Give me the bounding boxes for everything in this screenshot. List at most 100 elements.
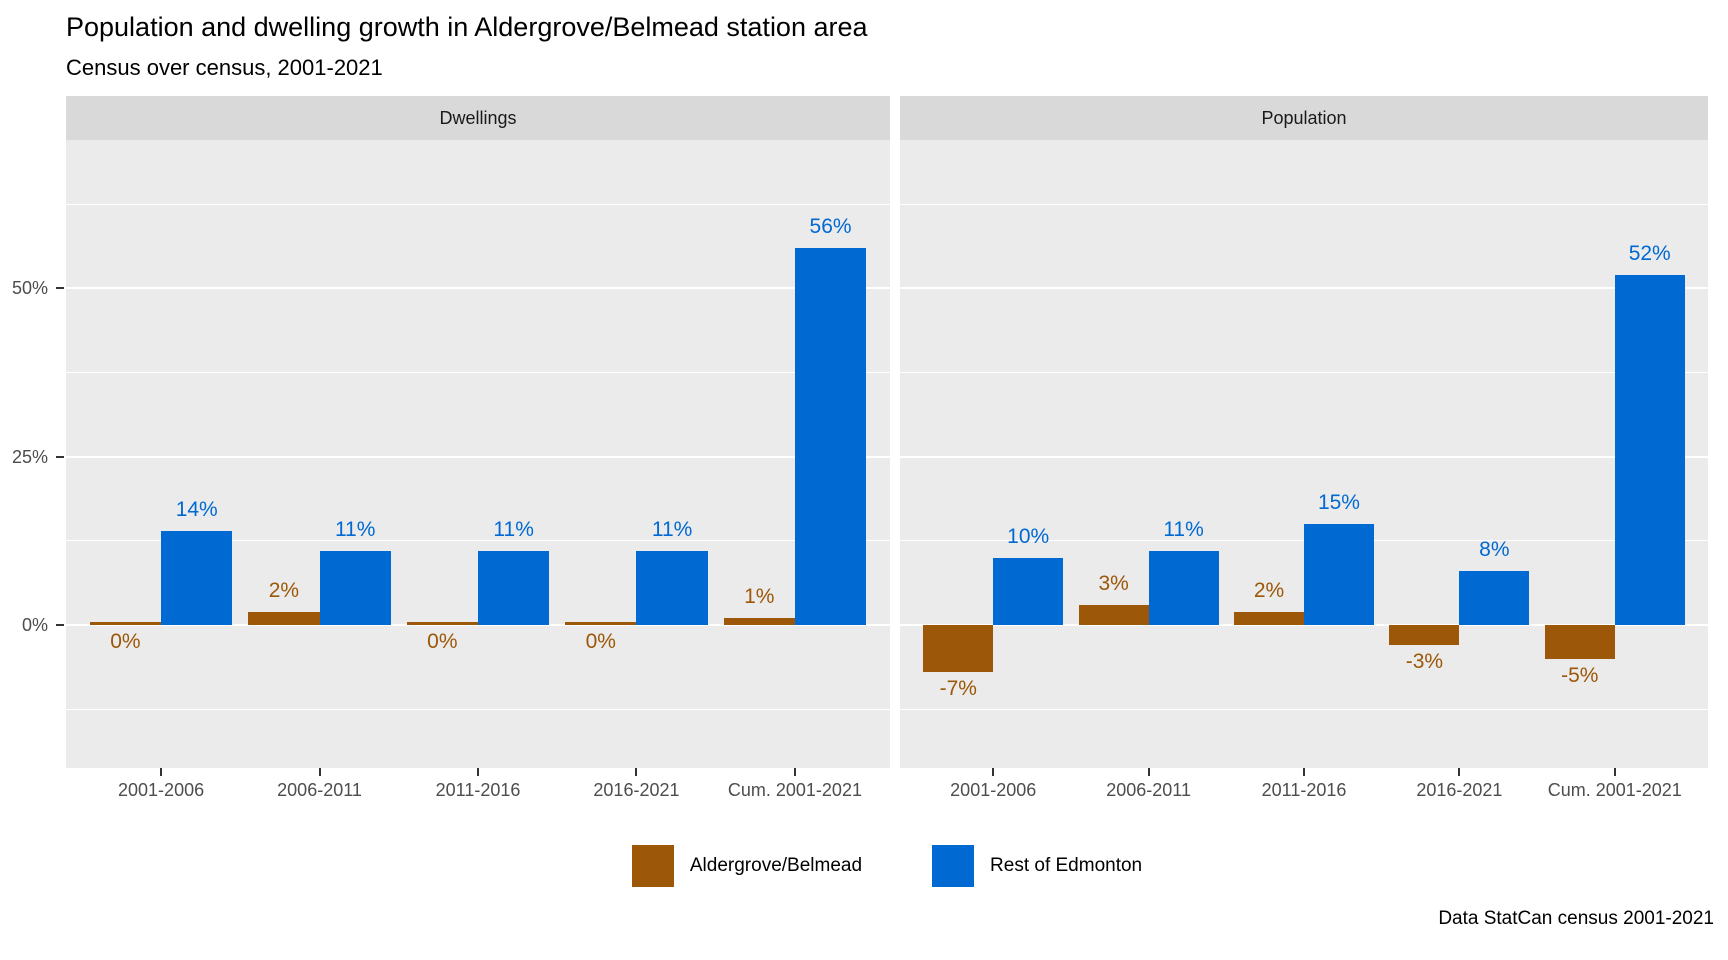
bar-value-label: -7% xyxy=(939,677,977,701)
x-tick-mark xyxy=(635,768,638,776)
y-tick-mark xyxy=(56,455,64,458)
legend-item-edmonton: Rest of Edmonton xyxy=(932,845,1142,887)
bar-rest-of-edmonton xyxy=(161,530,233,626)
x-tick-mark xyxy=(1613,768,1616,776)
bar-value-label: 8% xyxy=(1479,538,1510,562)
gridline-major xyxy=(900,624,1708,627)
x-ticks-dwellings xyxy=(66,768,890,776)
x-tick-label: 2016-2021 xyxy=(593,780,680,800)
gridline-minor xyxy=(66,708,890,710)
bar-value-label: 1% xyxy=(744,585,775,609)
panel-dwellings: 0% 2% 0% 0% 1% 14% 11% 11% 11% 56% xyxy=(66,140,890,768)
x-tick-mark xyxy=(477,768,479,776)
x-tick-label: 2006-2011 xyxy=(1106,780,1191,800)
bar-rest-of-edmonton xyxy=(319,551,391,626)
bar-value-label: 11% xyxy=(1163,518,1204,542)
bar-value-label: 15% xyxy=(1317,491,1360,515)
x-tick-mark xyxy=(1303,768,1305,776)
x-tick-label: 2001-2006 xyxy=(118,780,205,800)
bar-value-label: 0% xyxy=(585,630,616,654)
panel-population: -7% 3% 2% -3% -5% 10% 11% 15% 8% 52% xyxy=(900,140,1708,768)
bar-rest-of-edmonton xyxy=(1304,524,1374,626)
gridline-minor xyxy=(66,203,890,205)
x-tick-mark xyxy=(992,768,995,776)
bar-aldergrove xyxy=(565,622,637,626)
gridline-minor xyxy=(900,203,1708,205)
gridline-minor xyxy=(66,540,890,542)
y-tick-label: 0% xyxy=(21,615,48,636)
bar-value-label: 11% xyxy=(334,518,376,542)
chart-title: Population and dwelling growth in Alderg… xyxy=(66,12,868,42)
y-tick-mark xyxy=(56,287,64,290)
y-tick-label: 25% xyxy=(11,446,48,467)
bar-rest-of-edmonton xyxy=(794,247,867,626)
gridline-minor xyxy=(900,371,1708,373)
bar-value-label: 11% xyxy=(651,518,693,542)
x-labels-dwellings: 2001-2006 2006-2011 2011-2016 2016-2021 Cum.… xyxy=(66,778,890,804)
gridline-minor xyxy=(900,708,1708,710)
legend-swatch-aldergrove-icon xyxy=(631,845,674,887)
bar-value-label: 56% xyxy=(809,214,852,238)
x-tick-label: 2016-2021 xyxy=(1416,780,1503,800)
bar-value-label: 10% xyxy=(1007,524,1050,548)
y-tick-mark xyxy=(56,624,64,627)
bar-aldergrove xyxy=(406,622,478,626)
bar-aldergrove xyxy=(89,622,162,626)
x-tick-label: 2011-2016 xyxy=(435,780,521,800)
x-tick-label: Cum. 2001-2021 xyxy=(727,780,862,800)
bar-value-label: 0% xyxy=(110,630,141,654)
bar-rest-of-edmonton xyxy=(478,551,550,626)
facet-strip-label: Dwellings xyxy=(439,107,517,128)
y-tick-label: 50% xyxy=(11,278,48,299)
bar-value-label: 52% xyxy=(1628,241,1671,265)
gridline-major xyxy=(900,455,1708,458)
legend-label: Rest of Edmonton xyxy=(990,855,1143,876)
x-tick-label: 2006-2011 xyxy=(277,780,362,800)
legend-swatch-edmonton-icon xyxy=(932,845,975,887)
facet-strip-population: Population xyxy=(900,96,1708,140)
legend-label: Aldergrove/Belmead xyxy=(689,855,863,876)
bar-value-label: 2% xyxy=(1253,578,1285,602)
chart-subtitle: Census over census, 2001-2021 xyxy=(66,55,383,80)
bar-aldergrove xyxy=(723,618,795,626)
x-tick-mark xyxy=(1147,768,1150,776)
x-labels-population: 2001-2006 2006-2011 2011-2016 2016-2021 Cum.… xyxy=(900,778,1708,804)
bar-rest-of-edmonton xyxy=(1614,274,1685,626)
bar-aldergrove xyxy=(1078,604,1149,626)
gridline-major xyxy=(900,287,1708,290)
x-tick-label: 2011-2016 xyxy=(1261,780,1347,800)
data-source-caption: Data StatCan census 2001-2021 xyxy=(1438,908,1714,929)
bar-value-label: 3% xyxy=(1098,571,1129,595)
legend-item-aldergrove: Aldergrove/Belmead xyxy=(631,845,863,887)
bar-aldergrove xyxy=(1389,625,1460,646)
x-tick-mark xyxy=(793,768,796,776)
x-tick-mark xyxy=(318,768,321,776)
bar-rest-of-edmonton xyxy=(993,557,1064,626)
bar-rest-of-edmonton xyxy=(1148,551,1219,626)
bar-aldergrove xyxy=(1544,625,1615,659)
bar-rest-of-edmonton xyxy=(1459,571,1530,626)
gridline-major xyxy=(66,455,890,458)
facet-strip-label: Population xyxy=(1261,107,1347,128)
bar-value-label: 14% xyxy=(175,497,218,521)
y-axis: 50% 25% 0% xyxy=(0,96,66,768)
gridline-minor xyxy=(66,371,890,373)
x-tick-label: Cum. 2001-2021 xyxy=(1547,780,1682,800)
bar-aldergrove xyxy=(248,611,320,626)
bar-rest-of-edmonton xyxy=(636,551,708,626)
gridline-major xyxy=(66,287,890,290)
gridline-major xyxy=(66,624,890,627)
x-tick-mark xyxy=(160,768,163,776)
x-tick-label: 2001-2006 xyxy=(950,780,1037,800)
bar-value-label: -3% xyxy=(1405,650,1444,674)
facet-strip-dwellings: Dwellings xyxy=(66,96,890,140)
legend: Aldergrove/Belmead Rest of Edmonton xyxy=(66,843,1708,889)
bar-value-label: 11% xyxy=(493,518,534,542)
x-ticks-population xyxy=(900,768,1708,776)
bar-value-label: 2% xyxy=(268,578,300,602)
x-tick-mark xyxy=(1458,768,1461,776)
bar-value-label: -5% xyxy=(1561,663,1599,687)
bar-value-label: 0% xyxy=(427,630,458,654)
bar-aldergrove xyxy=(1234,611,1304,626)
